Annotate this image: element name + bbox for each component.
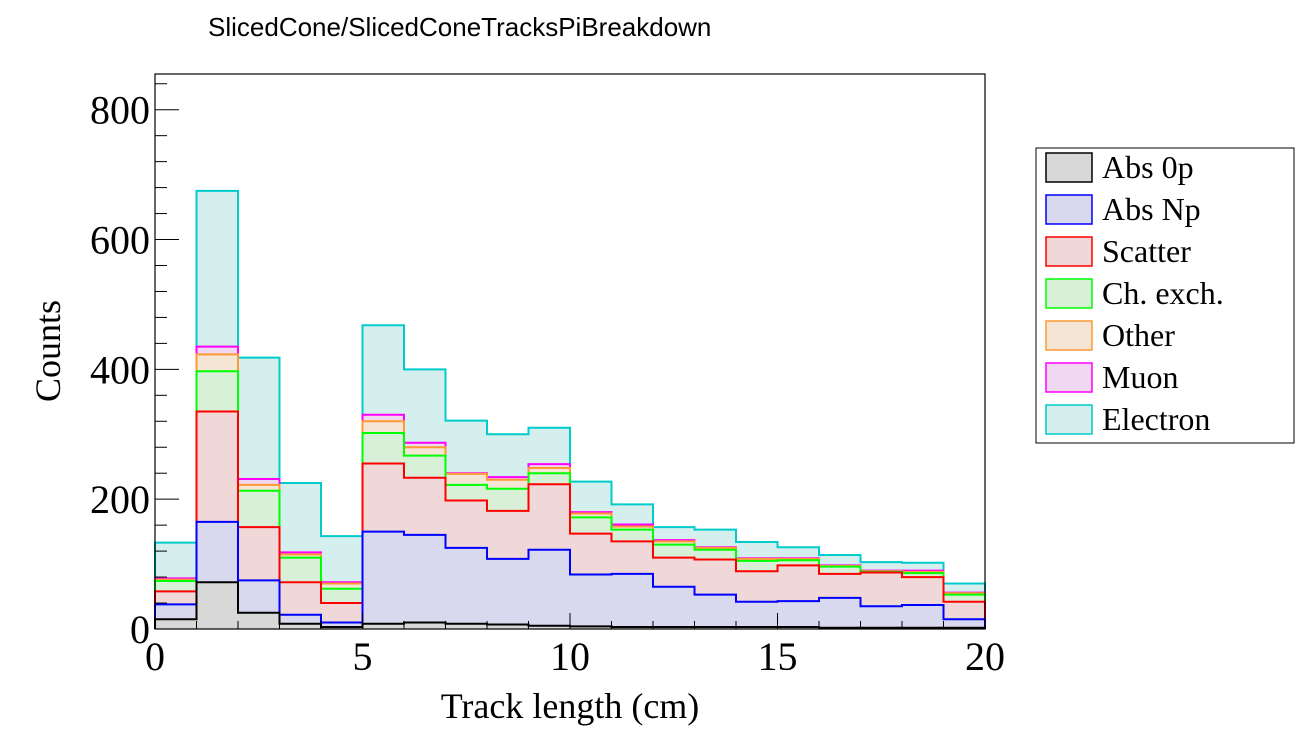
bar-abs-np-11 [611, 573, 653, 629]
x-tick-label: 0 [145, 634, 165, 679]
x-tick-label: 10 [550, 634, 590, 679]
y-tick-label: 800 [90, 88, 150, 133]
legend-label: Other [1102, 317, 1175, 353]
y-tick-label: 600 [90, 218, 150, 263]
legend-label: Electron [1102, 401, 1210, 437]
legend-label: Abs Np [1102, 191, 1201, 227]
chart-title: SlicedCone/SlicedConeTracksPiBreakdown [208, 12, 711, 42]
legend-item-scatter: Scatter [1045, 233, 1191, 269]
bar-abs-np-16 [819, 597, 861, 629]
bar-abs-0p-6 [404, 622, 446, 629]
outline-scatter [154, 410, 986, 629]
legend-item-abs-0p: Abs 0p [1045, 149, 1194, 185]
legend-swatch [1045, 194, 1093, 225]
bar-abs-np-18 [902, 604, 944, 629]
bar-abs-np-13 [694, 594, 736, 629]
outline-electron [154, 189, 986, 629]
bar-abs-0p-3 [279, 623, 321, 629]
bar-abs-np-8 [487, 558, 529, 629]
series-abs-np [154, 520, 986, 629]
bar-abs-np-10 [570, 574, 612, 629]
bar-abs-0p-5 [362, 623, 404, 629]
x-axis-title: Track length (cm) [441, 686, 700, 726]
bar-abs-np-9 [528, 549, 570, 629]
bar-abs-0p-10 [570, 626, 612, 629]
y-tick-label: 200 [90, 477, 150, 522]
bar-abs-np-14 [736, 601, 778, 629]
bar-abs-np-17 [860, 606, 902, 629]
bar-abs-0p-2 [238, 612, 280, 629]
bar-abs-np-6 [404, 534, 446, 629]
legend-swatch [1045, 362, 1093, 393]
bar-abs-0p-1 [196, 582, 238, 629]
bar-abs-0p-7 [445, 623, 487, 629]
outline-abs-np [154, 520, 986, 629]
legend-swatch [1045, 152, 1093, 183]
legend-label: Muon [1102, 359, 1178, 395]
legend-swatch [1045, 320, 1093, 351]
bar-abs-0p-9 [528, 625, 570, 629]
y-tick-label: 0 [130, 607, 150, 652]
x-tick-label: 15 [758, 634, 798, 679]
legend-item-ch-exch: Ch. exch. [1045, 275, 1224, 311]
bar-abs-np-7 [445, 547, 487, 629]
bar-abs-np-19 [943, 619, 985, 629]
y-tick-label: 400 [90, 347, 150, 392]
bar-abs-np-12 [653, 586, 695, 629]
legend-item-other: Other [1045, 317, 1175, 353]
bar-abs-0p-0 [155, 619, 197, 629]
legend-label: Scatter [1102, 233, 1191, 269]
legend-swatch [1045, 404, 1093, 435]
legend-item-muon: Muon [1045, 359, 1178, 395]
legend-swatch [1045, 278, 1093, 309]
legend: Abs 0p Abs Np Scatter Ch. exch. Other Muon Ele… [1035, 147, 1295, 444]
x-tick-label: 20 [965, 634, 1005, 679]
bar-abs-np-4 [321, 622, 363, 629]
histogram-bars [154, 189, 986, 629]
legend-label: Abs 0p [1102, 149, 1194, 185]
legend-swatch [1045, 236, 1093, 267]
x-tick-label: 5 [353, 634, 373, 679]
bar-abs-np-15 [777, 601, 819, 629]
legend-item-electron: Electron [1045, 401, 1210, 437]
bar-abs-0p-8 [487, 624, 529, 629]
legend-item-abs-np: Abs Np [1045, 191, 1201, 227]
legend-label: Ch. exch. [1102, 275, 1224, 311]
bar-abs-np-5 [362, 531, 404, 629]
y-axis-title: Counts [28, 300, 68, 402]
